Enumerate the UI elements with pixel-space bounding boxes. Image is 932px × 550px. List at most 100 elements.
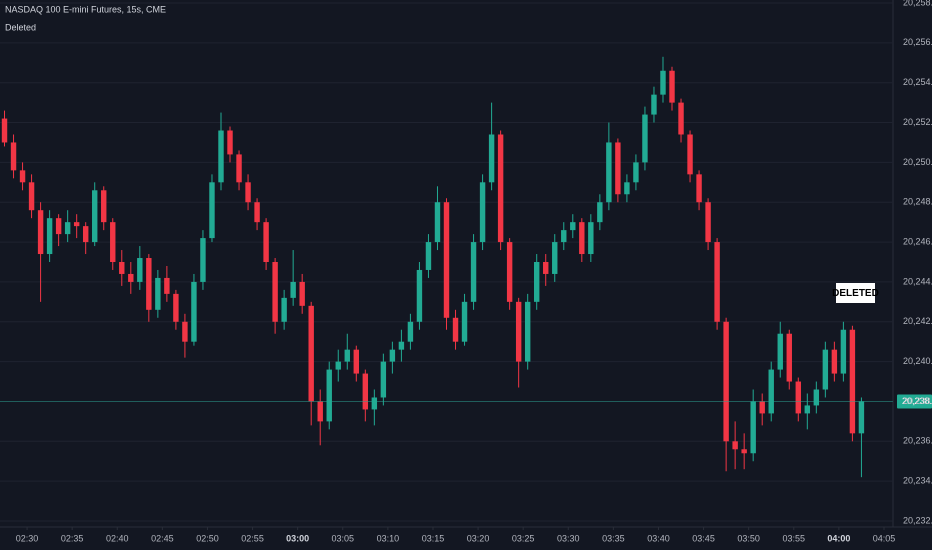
candle-body: [46, 218, 53, 255]
x-tick-label: 03:30: [557, 533, 580, 543]
candle-body: [137, 258, 143, 282]
candle-body: [272, 262, 278, 322]
candle-body: [723, 321, 729, 442]
candle-body: [678, 102, 684, 135]
y-tick-label: 20,250.00: [903, 157, 932, 167]
candle-body: [615, 142, 621, 195]
candle-body: [714, 242, 720, 322]
candle-body: [299, 281, 305, 306]
candle-body: [362, 373, 369, 410]
x-tick-label: 02:50: [196, 533, 219, 543]
candle-body: [119, 262, 125, 274]
candle-body: [497, 134, 504, 243]
indicator-label: Deleted: [5, 22, 36, 32]
candle-body: [326, 369, 332, 422]
candle-body: [434, 202, 441, 243]
candle-body: [795, 381, 801, 414]
candle-body: [245, 182, 251, 203]
y-tick-label: 20,252.00: [903, 117, 932, 127]
candle-body: [353, 349, 360, 374]
candle-body: [191, 281, 197, 342]
candle-body: [750, 401, 756, 454]
y-tick-label: 20,254.00: [903, 77, 932, 87]
candle-body: [416, 269, 423, 322]
candle-body: [606, 142, 612, 203]
y-tick-label: 20,234.00: [903, 476, 932, 486]
candle-body: [533, 262, 540, 302]
y-tick-label: 20,236.00: [903, 436, 932, 446]
candle-body: [624, 182, 630, 195]
candle-body: [552, 242, 558, 274]
x-tick-label: 03:40: [647, 533, 670, 543]
y-tick-label: 20,244.00: [903, 276, 932, 286]
overlay: 20,238.00 DELETED: [0, 283, 932, 409]
candle-body: [254, 202, 260, 223]
candle-body: [146, 258, 152, 310]
x-tick-label: 02:40: [106, 533, 129, 543]
candle-body: [389, 349, 396, 362]
candle-body: [155, 277, 161, 310]
candle-body: [849, 329, 856, 434]
candle-body: [660, 70, 666, 95]
candle-body: [200, 238, 206, 282]
candle-body: [461, 301, 468, 342]
candle-body: [831, 349, 838, 374]
x-tick-label: 04:00: [827, 533, 850, 543]
candle-body: [786, 333, 792, 382]
candle-body: [92, 190, 98, 243]
x-tick-label: 03:10: [377, 533, 400, 543]
x-tick-label: 02:30: [16, 533, 39, 543]
y-tick-label: 20,246.00: [903, 236, 932, 246]
candle-body: [479, 182, 486, 243]
x-tick-label: 02:35: [61, 533, 84, 543]
candle-body: [227, 130, 233, 155]
x-tick-label: 03:45: [692, 533, 715, 543]
candle-body: [425, 242, 432, 270]
candle-body: [308, 305, 314, 402]
candle-body: [37, 210, 44, 255]
y-tick-label: 20,240.00: [903, 356, 932, 366]
candle-body: [633, 162, 639, 183]
candle-body: [759, 401, 765, 414]
candle-body: [236, 154, 242, 183]
y-tick-label: 20,232.00: [903, 515, 932, 525]
candle-body: [398, 341, 405, 350]
candle-body: [822, 349, 829, 390]
candle-body: [840, 329, 847, 374]
x-tick-label: 02:55: [241, 533, 264, 543]
candle-body: [335, 361, 341, 370]
chart-title: NASDAQ 100 E-mini Futures, 15s, CME: [5, 4, 166, 14]
candle-body: [570, 222, 576, 231]
x-tick-label: 04:05: [873, 533, 896, 543]
annotation-text: DELETED: [832, 288, 879, 299]
candle-body: [64, 222, 71, 235]
candle-body: [543, 262, 549, 274]
candle-body: [55, 218, 62, 235]
candle-body: [110, 222, 116, 262]
candle-body: [768, 369, 774, 414]
candle-body: [642, 114, 648, 163]
candle-body: [732, 441, 738, 450]
candle-body: [73, 222, 80, 227]
y-tick-label: 20,248.00: [903, 197, 932, 207]
annotation-box: [836, 283, 875, 303]
candle-body: [506, 242, 513, 302]
candle-body: [813, 389, 820, 406]
y-tick-label: 20,242.00: [903, 316, 932, 326]
candle-body: [128, 273, 134, 282]
candle-body: [317, 401, 323, 422]
candle-body: [371, 397, 378, 410]
candle-body: [101, 190, 107, 223]
candle-body: [651, 94, 657, 115]
x-tick-label: 03:35: [602, 533, 625, 543]
candle-body: [696, 174, 702, 203]
candle-body: [182, 321, 188, 342]
candle-body: [515, 301, 522, 362]
candle-body: [380, 361, 387, 398]
x-tick-label: 03:25: [512, 533, 535, 543]
last-price-label: 20,238.00: [902, 396, 932, 406]
candle-body: [344, 349, 350, 362]
